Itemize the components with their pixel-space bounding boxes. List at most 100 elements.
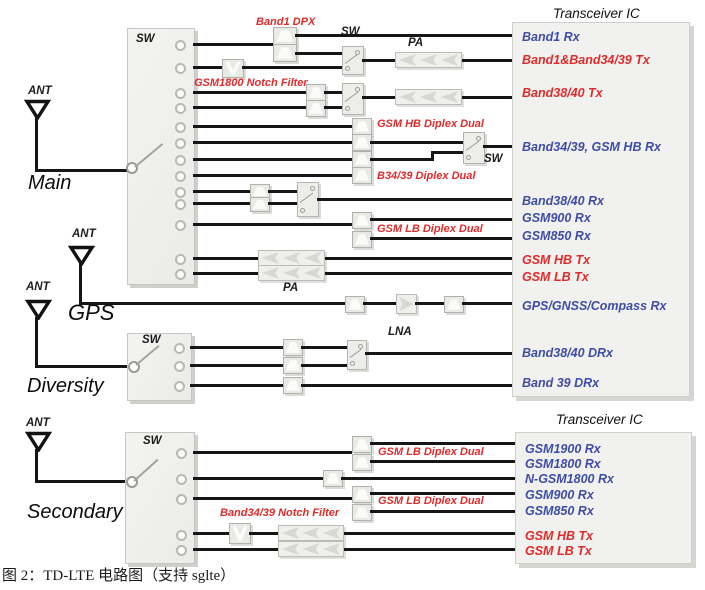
wire [324,106,342,109]
wire [193,174,352,177]
wire [370,460,515,463]
wire [483,145,512,148]
filter-icon [283,339,303,356]
pa-amplifier-icon [395,52,462,68]
wire [462,96,512,99]
gsm-lb-diplex-label: GSM LB Diplex Dual [377,223,483,235]
top-transceiver-box [512,22,690,397]
wire [370,237,512,240]
wire [344,548,515,551]
port [175,269,186,280]
filter-icon [323,470,343,487]
filter-icon [273,44,297,62]
wire [431,151,463,154]
filter-icon [352,231,372,248]
port [175,155,186,166]
wire [193,125,352,128]
wire [370,218,512,221]
pa-amplifier-icon [278,525,344,541]
top-transceiver-title: Transceiver IC [553,6,640,21]
switch-icon [342,83,364,115]
wire [35,317,38,367]
band1-dpx-label: Band1 DPX [256,16,316,28]
wire [295,34,512,37]
switch-icon [342,46,364,75]
wire [370,510,515,513]
port [175,103,186,114]
gsm-lb-diplex-label: GSM LB Diplex Dual [378,495,484,507]
ant-label: ANT [72,228,96,240]
pa-label: PA [283,282,299,294]
sw-label: SW [142,334,161,346]
port [175,220,186,231]
wire [362,59,395,62]
wire [193,43,273,46]
ic-port-label: Band1 Rx [522,30,580,44]
port [174,361,185,372]
port [175,63,186,74]
filter-icon [352,436,372,453]
antenna-icon [25,299,52,320]
wire [370,442,515,445]
antenna-icon [68,245,95,266]
wire [325,272,512,275]
wire [415,302,444,305]
filter-icon [352,454,372,471]
ic-port-label: Band 39 DRx [522,376,600,390]
port [175,138,186,149]
wire [79,302,345,305]
filter-icon [352,134,372,151]
filter-icon [352,212,372,229]
port [176,545,187,556]
wire [462,59,512,62]
wire [301,384,512,387]
port [175,171,186,182]
sw-label: SW [484,153,503,165]
pa-amplifier-icon [258,265,325,281]
ic-port-label: GSM HB Tx [522,253,591,267]
wire [35,365,130,368]
port [175,88,186,99]
pa-amplifier-icon [395,89,462,105]
wire [242,66,342,69]
filter-icon [345,296,365,313]
wire [193,91,306,94]
wire [317,198,512,201]
wire [193,532,230,535]
wire [365,352,512,355]
section-label-secondary: Secondary [27,501,123,523]
wire [370,492,515,495]
wire [249,532,278,535]
port [175,40,186,51]
wire [193,106,306,109]
port [175,122,186,133]
wire [268,190,297,193]
wire [193,272,258,275]
wire [295,52,342,55]
port [175,254,186,265]
wire [363,302,396,305]
band34-39-notch-label: Band34/39 Notch Filter [220,507,340,519]
port [176,494,187,505]
wire [431,151,434,161]
port [174,381,185,392]
filter-icon [283,357,303,374]
wire [301,346,347,349]
filter-icon [306,100,326,117]
wire [341,477,515,480]
ic-port-label: GPS/GNSS/Compass Rx [522,299,667,313]
port [176,474,187,485]
gsm-hb-diplex-label: GSM HB Diplex Dual [377,118,484,130]
bottom-transceiver-box [515,432,692,564]
section-label-main: Main [28,172,72,194]
wire [301,364,347,367]
ic-port-label: N-GSM1800 Rx [525,472,614,486]
switch-arm-icon [126,162,138,174]
wire [344,532,515,535]
wire [324,91,342,94]
port [176,530,187,541]
ic-port-label: Band38/40 Rx [522,194,604,208]
wire [190,346,283,349]
filter-icon [352,118,372,135]
